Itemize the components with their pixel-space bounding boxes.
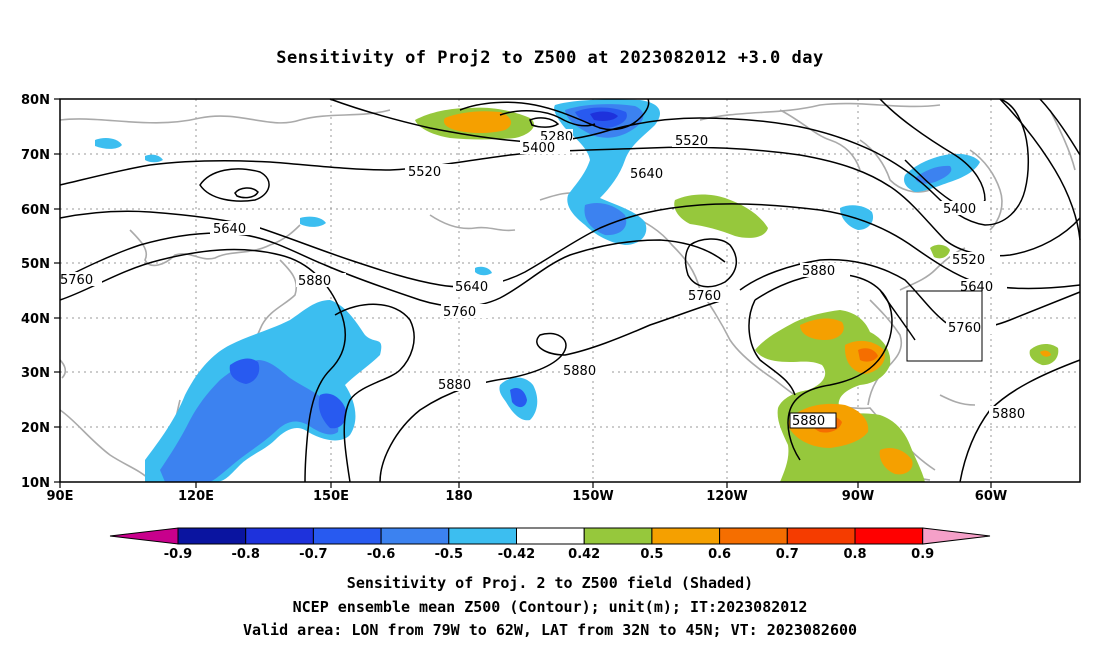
contour-label: 5760: [443, 305, 476, 320]
colorbar-cell: [719, 527, 788, 545]
colorbar-cell: [651, 527, 721, 545]
contour-label: 5880: [563, 364, 596, 379]
colorbar-cell: [786, 527, 856, 545]
caption-contour: NCEP ensemble mean Z500 (Contour); unit(…: [292, 598, 808, 616]
colorbar-label: 0.8: [843, 547, 866, 562]
lat-label: 40N: [21, 312, 50, 327]
colorbar-label: 0.5: [640, 547, 663, 562]
contour-label: 5760: [948, 321, 981, 336]
caption-shaded: Sensitivity of Proj. 2 to Z500 field (Sh…: [346, 574, 754, 592]
lat-label: 60N: [21, 203, 50, 218]
contour-label: 5640: [630, 167, 663, 182]
plot-area: 5280 5400 5520 5520 5640 5640 5760 5880 …: [54, 98, 1081, 488]
contour-label: 5880: [438, 378, 471, 393]
contour-label: 5520: [675, 134, 708, 149]
lon-label: 120E: [178, 489, 214, 504]
colorbar-labels: -0.9 -0.8 -0.7 -0.6 -0.5 -0.42 0.42 0.5 …: [164, 547, 934, 562]
lat-label: 70N: [21, 148, 50, 163]
lon-label: 150E: [313, 489, 349, 504]
colorbar-cell: [177, 527, 247, 545]
latitude-labels: 80N 70N 60N 50N 40N 30N 20N 10N: [21, 93, 50, 491]
contour-label: 5640: [960, 280, 993, 295]
contour-label: 5880: [298, 274, 331, 289]
lon-label: 150W: [572, 489, 613, 504]
colorbar-cap-left: [109, 527, 179, 545]
lon-label: 60W: [975, 489, 1007, 504]
colorbar-cell: [583, 527, 653, 545]
colorbar-label: -0.7: [299, 547, 327, 562]
colorbar-cell: [245, 527, 314, 545]
colorbar-label: 0.9: [911, 547, 934, 562]
lat-label: 50N: [21, 257, 50, 272]
contour-label: 5400: [522, 141, 555, 156]
caption-valid-area: Valid area: LON from 79W to 62W, LAT fro…: [242, 621, 858, 639]
colorbar: [109, 527, 991, 545]
contour-label: 5880: [992, 407, 1025, 422]
lon-label: 120W: [706, 489, 747, 504]
lon-label: 90E: [47, 489, 74, 504]
contour-label: 5880: [802, 264, 835, 279]
map-title: Sensitivity of Proj2 to Z500 at 20230820…: [276, 48, 824, 68]
contour-labels: 5280 5400 5520 5520 5640 5640 5760 5880 …: [60, 129, 1039, 429]
lon-label: 90W: [842, 489, 874, 504]
axis-ticks: [54, 98, 992, 488]
colorbar-label: 0.6: [708, 547, 731, 562]
valid-area-box: [906, 290, 983, 362]
contour-label: 5640: [455, 280, 488, 295]
lon-label: 180: [445, 489, 472, 504]
contour-label: 5760: [60, 273, 93, 288]
colorbar-label: -0.8: [231, 547, 259, 562]
colorbar-label: -0.5: [435, 547, 463, 562]
colorbar-label: -0.42: [498, 547, 535, 562]
contour-label: 5520: [408, 165, 441, 180]
lat-label: 30N: [21, 366, 50, 381]
colorbar-label: 0.7: [776, 547, 799, 562]
map-frame: [59, 98, 1081, 483]
contour-label: 5880: [792, 414, 825, 429]
colorbar-cell: [516, 527, 585, 545]
colorbar-cell: [380, 527, 450, 545]
colorbar-cap-right: [922, 527, 991, 545]
contour-label: 5760: [688, 289, 721, 304]
contour-label: 5400: [943, 202, 976, 217]
contour-label: 5520: [952, 253, 985, 268]
contour-label: 5640: [213, 222, 246, 237]
colorbar-cell: [448, 527, 517, 545]
colorbar-label: 0.42: [568, 547, 600, 562]
lat-label: 80N: [21, 93, 50, 108]
colorbar-label: -0.9: [164, 547, 192, 562]
longitude-labels: 90E 120E 150E 180 150W 120W 90W 60W: [47, 489, 1008, 504]
lat-label: 10N: [21, 476, 50, 491]
colorbar-cell: [312, 527, 382, 545]
lat-label: 20N: [21, 421, 50, 436]
colorbar-cell: [854, 527, 924, 545]
colorbar-label: -0.6: [367, 547, 395, 562]
